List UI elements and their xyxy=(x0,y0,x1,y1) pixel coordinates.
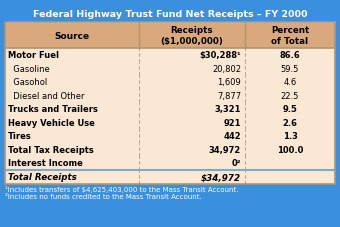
Text: Trucks and Trailers: Trucks and Trailers xyxy=(8,105,98,114)
Text: 442: 442 xyxy=(223,132,241,141)
Text: Motor Fuel: Motor Fuel xyxy=(8,51,59,60)
Text: 22.5: 22.5 xyxy=(281,91,299,100)
Text: $30,288¹: $30,288¹ xyxy=(199,51,241,60)
Text: Gasohol: Gasohol xyxy=(8,78,47,87)
Text: 9.5: 9.5 xyxy=(283,105,298,114)
Text: 4.6: 4.6 xyxy=(283,78,296,87)
Bar xyxy=(5,23,335,49)
Text: Tires: Tires xyxy=(8,132,32,141)
Bar xyxy=(5,170,335,184)
Text: 59.5: 59.5 xyxy=(281,64,299,73)
Text: Diesel and Other: Diesel and Other xyxy=(8,91,85,100)
Text: Total Tax Receipts: Total Tax Receipts xyxy=(8,145,94,154)
Text: $34,972: $34,972 xyxy=(201,172,241,181)
Text: 1.3: 1.3 xyxy=(283,132,298,141)
Text: 2.6: 2.6 xyxy=(283,118,298,127)
Bar xyxy=(5,76,335,89)
Bar xyxy=(5,89,335,103)
Bar xyxy=(5,116,335,129)
Text: Source: Source xyxy=(54,31,89,40)
Text: ²Includes no funds credited to the Mass Transit Account.: ²Includes no funds credited to the Mass … xyxy=(5,194,202,200)
Bar xyxy=(5,129,335,143)
Bar xyxy=(5,23,335,184)
Text: 86.6: 86.6 xyxy=(279,51,300,60)
Bar xyxy=(5,143,335,156)
Text: Gasoline: Gasoline xyxy=(8,64,50,73)
Text: 0²: 0² xyxy=(232,158,241,168)
Text: Percent
of Total: Percent of Total xyxy=(271,26,309,46)
Text: 34,972: 34,972 xyxy=(209,145,241,154)
Bar xyxy=(5,103,335,116)
Text: 100.0: 100.0 xyxy=(277,145,303,154)
Text: 921: 921 xyxy=(223,118,241,127)
Text: 20,802: 20,802 xyxy=(212,64,241,73)
Text: Interest Income: Interest Income xyxy=(8,158,83,168)
Bar xyxy=(5,49,335,62)
Text: 3,321: 3,321 xyxy=(215,105,241,114)
Text: 1,609: 1,609 xyxy=(217,78,241,87)
Text: ¹Includes transfers of $4,625,403,000 to the Mass Transit Account.: ¹Includes transfers of $4,625,403,000 to… xyxy=(5,186,238,193)
Text: Heavy Vehicle Use: Heavy Vehicle Use xyxy=(8,118,95,127)
Text: Receipts
($1,000,000): Receipts ($1,000,000) xyxy=(160,26,223,46)
Text: Total Receipts: Total Receipts xyxy=(8,172,77,181)
Text: Federal Highway Trust Fund Net Receipts – FY 2000: Federal Highway Trust Fund Net Receipts … xyxy=(33,10,307,18)
Text: 7,877: 7,877 xyxy=(217,91,241,100)
Bar xyxy=(5,156,335,170)
Bar xyxy=(5,62,335,76)
